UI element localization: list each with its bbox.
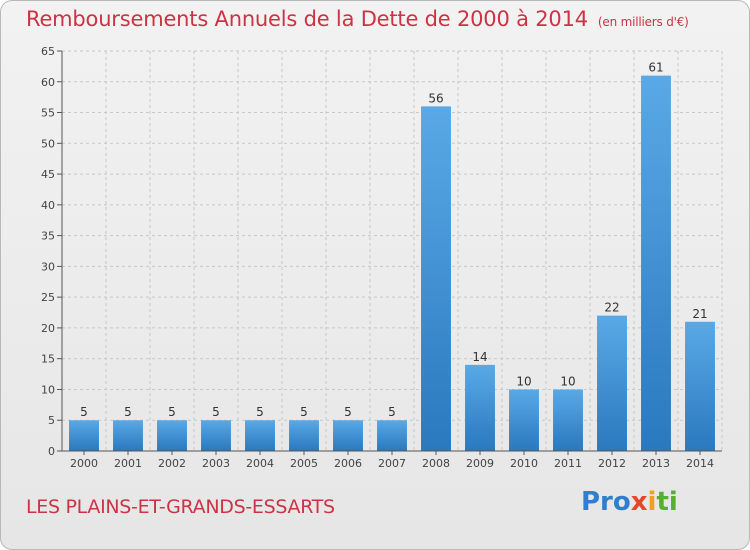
bar-2005 (289, 420, 319, 451)
data-label-2014: 21 (692, 307, 707, 321)
logo-part-3: i (647, 487, 657, 517)
bar-2001 (113, 420, 143, 451)
bar-2003 (201, 420, 231, 451)
data-label-2000: 5 (80, 405, 88, 419)
chart-title-text: Remboursements Annuels de la Dette de 20… (26, 7, 588, 31)
x-tick-label: 2001 (114, 457, 142, 470)
y-tick-label: 60 (41, 76, 55, 89)
commune-name: LES PLAINS-ET-GRANDS-ESSARTS (26, 496, 335, 518)
chart-subtitle: (en milliers d'€) (597, 15, 689, 29)
data-label-2008: 56 (428, 91, 443, 105)
bar-2006 (333, 420, 363, 451)
x-tick-label: 2000 (70, 457, 98, 470)
bar-2014 (685, 321, 715, 451)
x-tick-label: 2002 (158, 457, 186, 470)
data-label-2013: 61 (648, 61, 663, 75)
y-tick-label: 10 (41, 383, 55, 396)
x-tick-label: 2004 (246, 457, 274, 470)
bar-2011 (553, 389, 583, 451)
bar-2008 (421, 106, 451, 451)
y-tick-label: 50 (41, 137, 55, 150)
bar-2009 (465, 364, 495, 451)
logo-part-2: x (630, 487, 648, 517)
bar-2000 (69, 420, 99, 451)
logo-part-1: Pro (581, 487, 631, 517)
data-label-2010: 10 (516, 374, 531, 388)
bar-2004 (245, 420, 275, 451)
data-label-2003: 5 (212, 405, 220, 419)
logo-part-4: ti (656, 487, 678, 517)
bar-2013 (641, 75, 671, 451)
x-tick-label: 2014 (686, 457, 714, 470)
data-label-2011: 10 (560, 374, 575, 388)
y-tick-label: 65 (41, 45, 55, 58)
y-tick-label: 15 (41, 353, 55, 366)
y-tick-label: 45 (41, 168, 55, 181)
y-tick-label: 25 (41, 291, 55, 304)
data-label-2005: 5 (300, 405, 308, 419)
x-tick-label: 2007 (378, 457, 406, 470)
bar-2012 (597, 315, 627, 451)
x-tick-label: 2013 (642, 457, 670, 470)
x-tick-label: 2012 (598, 457, 626, 470)
data-label-2006: 5 (344, 405, 352, 419)
bar-2002 (157, 420, 187, 451)
x-tick-label: 2010 (510, 457, 538, 470)
proxiti-logo[interactable]: Proxiti (581, 487, 678, 517)
y-tick-label: 0 (48, 445, 55, 458)
x-tick-label: 2008 (422, 457, 450, 470)
data-label-2002: 5 (168, 405, 176, 419)
x-tick-label: 2005 (290, 457, 318, 470)
chart-title: Remboursements Annuels de la Dette de 20… (26, 7, 689, 31)
y-tick-label: 5 (48, 414, 55, 427)
data-label-2001: 5 (124, 405, 132, 419)
data-label-2012: 22 (604, 301, 619, 315)
x-tick-label: 2009 (466, 457, 494, 470)
x-tick-label: 2006 (334, 457, 362, 470)
y-tick-label: 35 (41, 230, 55, 243)
y-tick-label: 55 (41, 107, 55, 120)
x-tick-label: 2011 (554, 457, 582, 470)
data-label-2009: 14 (472, 350, 487, 364)
y-tick-label: 40 (41, 199, 55, 212)
bars: 5 5 5 5 5 5 5 5 56 14 10 10 22 61 21 (69, 61, 715, 451)
data-label-2004: 5 (256, 405, 264, 419)
y-tick-label: 30 (41, 260, 55, 273)
bar-2007 (377, 420, 407, 451)
x-tick-label: 2003 (202, 457, 230, 470)
data-label-2007: 5 (388, 405, 396, 419)
bar-2010 (509, 389, 539, 451)
y-tick-label: 20 (41, 322, 55, 335)
